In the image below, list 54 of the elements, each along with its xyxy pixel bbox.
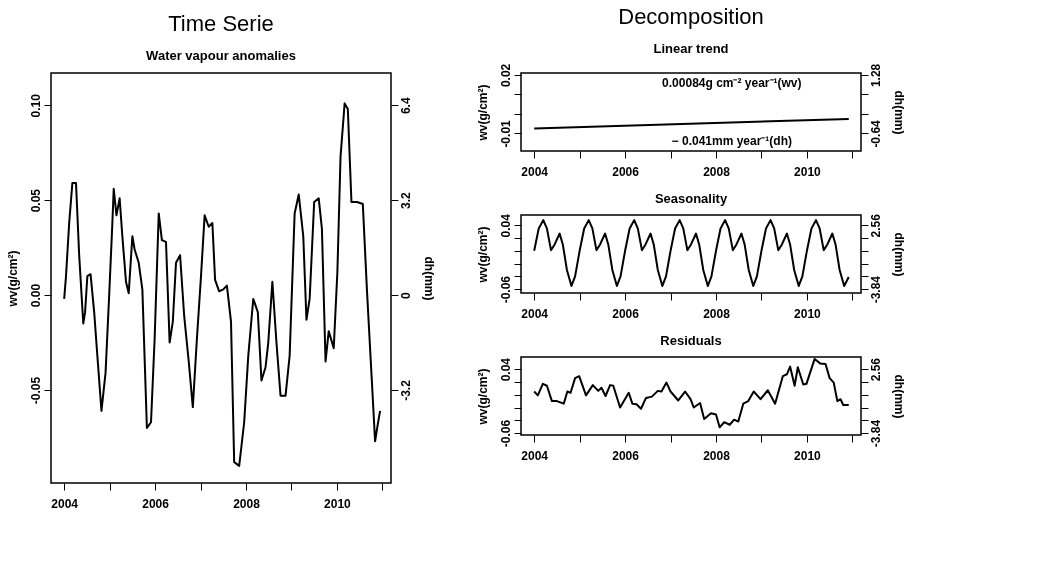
y-tick-label: -0.05 — [28, 376, 43, 405]
y-tick-label: 0.04 — [498, 357, 513, 382]
x-tick-label: 2010 — [794, 164, 822, 179]
chart-title: Time Serie — [168, 11, 274, 37]
y2-tick-label: -3.84 — [868, 419, 883, 448]
x-tick-label: 2004 — [521, 164, 549, 179]
annotation: − 0.041mm year⁻¹(dh) — [671, 134, 792, 148]
y-tick-label: 0.02 — [498, 63, 513, 88]
chart-title: Seasonality — [654, 191, 728, 207]
y-axis-title: wv(g/cm²) — [475, 226, 490, 284]
y-tick-label: 0.05 — [28, 188, 43, 213]
y2-tick-label: 2.56 — [868, 213, 883, 238]
x-tick-label: 2010 — [794, 448, 822, 463]
y2-tick-label: 0 — [398, 291, 413, 299]
x-tick-label: 2004 — [521, 306, 549, 321]
x-tick-label: 2006 — [612, 164, 640, 179]
y-tick-label: 0.00 — [28, 283, 43, 308]
chart-title: Residuals — [660, 333, 722, 349]
y-axis-title: wv(g/cm²) — [5, 250, 20, 308]
y-tick-label: 0.10 — [28, 93, 43, 118]
x-tick-label: 2004 — [521, 448, 549, 463]
y-tick-label: -0.06 — [498, 419, 513, 448]
x-tick-label: 2008 — [703, 164, 731, 179]
y2-tick-label: -3.2 — [398, 379, 413, 401]
x-tick-label: 2008 — [703, 448, 731, 463]
chart-subtitle: Linear trend — [653, 41, 729, 57]
y2-tick-label: 1.28 — [868, 63, 883, 88]
annotation: 0.00084g cm⁻² year⁻¹(wv) — [662, 76, 802, 90]
x-tick-label: 2008 — [233, 496, 261, 511]
y2-axis-title: dh(mm) — [421, 256, 436, 301]
y-tick-label: -0.01 — [498, 119, 513, 148]
y2-axis-title: dh(mm) — [891, 90, 906, 135]
chart-title: Decomposition — [618, 4, 764, 30]
x-tick-label: 2006 — [612, 306, 640, 321]
y-axis-title: wv(g/cm²) — [475, 368, 490, 426]
y2-axis-title: dh(mm) — [891, 232, 906, 277]
line-series — [63, 102, 382, 467]
chart-subtitle: Water vapour anomalies — [146, 48, 296, 64]
x-tick-label: 2010 — [324, 496, 352, 511]
y-tick-label: 0.04 — [498, 213, 513, 238]
x-tick-label: 2010 — [794, 306, 822, 321]
y2-tick-label: -0.64 — [868, 119, 883, 148]
y-tick-label: -0.06 — [498, 275, 513, 304]
y2-tick-label: -3.84 — [868, 275, 883, 304]
y2-tick-label: 3.2 — [398, 192, 413, 210]
x-tick-label: 2006 — [612, 448, 640, 463]
line-series — [533, 219, 850, 287]
x-tick-label: 2008 — [703, 306, 731, 321]
x-tick-label: 2006 — [142, 496, 170, 511]
y2-axis-title: dh(mm) — [891, 374, 906, 419]
y2-tick-label: 6.4 — [398, 97, 413, 115]
y-axis-title: wv(g/cm²) — [475, 84, 490, 142]
y2-tick-label: 2.56 — [868, 357, 883, 382]
x-tick-label: 2004 — [51, 496, 79, 511]
